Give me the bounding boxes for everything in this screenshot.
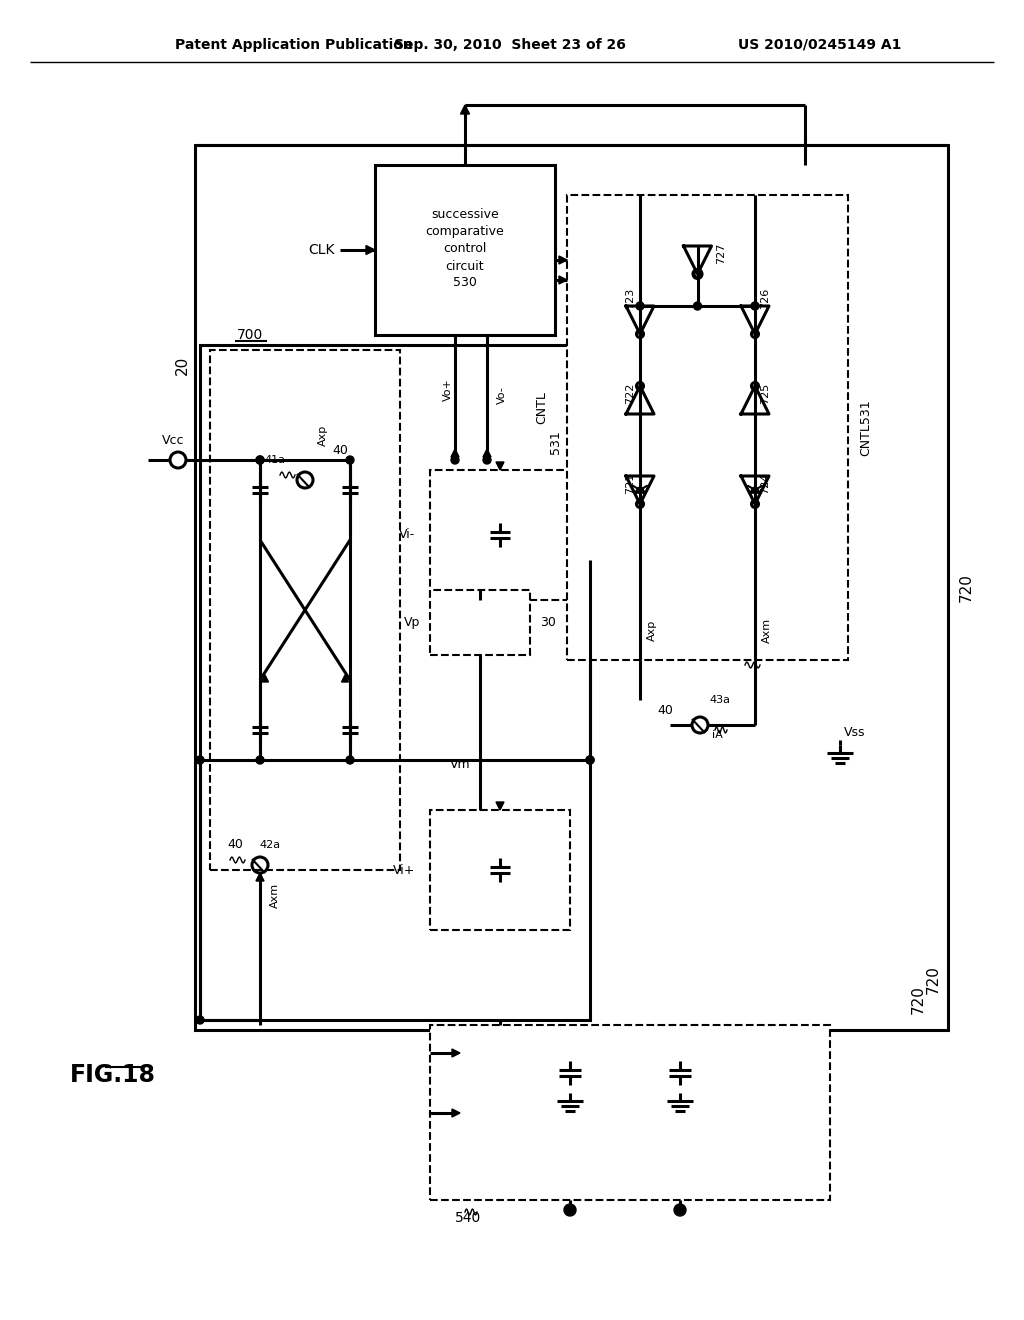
Text: Vm: Vm: [450, 759, 470, 771]
Circle shape: [196, 756, 204, 764]
Text: Sep. 30, 2010  Sheet 23 of 26: Sep. 30, 2010 Sheet 23 of 26: [394, 38, 626, 51]
Text: 723: 723: [625, 288, 635, 309]
Circle shape: [483, 455, 490, 465]
Circle shape: [751, 302, 759, 310]
Text: 720: 720: [910, 986, 926, 1015]
Circle shape: [693, 302, 701, 310]
Circle shape: [256, 455, 264, 465]
Text: Vp: Vp: [403, 616, 420, 630]
Text: 41a: 41a: [264, 455, 286, 465]
Text: CNTL531: CNTL531: [859, 399, 872, 455]
Text: FIG.18: FIG.18: [70, 1063, 156, 1086]
Text: 720: 720: [926, 965, 940, 994]
Text: Axp: Axp: [318, 424, 328, 446]
Bar: [430, 590, 530, 655]
Text: 42a: 42a: [259, 840, 281, 850]
Bar: [375, 165, 555, 335]
Circle shape: [586, 756, 594, 764]
Text: 20: 20: [174, 355, 189, 375]
Text: iA: iA: [712, 730, 723, 741]
Circle shape: [636, 302, 644, 310]
Text: 720: 720: [958, 573, 974, 602]
Circle shape: [256, 455, 264, 465]
Text: 725: 725: [760, 383, 770, 404]
Polygon shape: [496, 462, 504, 470]
Polygon shape: [452, 1109, 460, 1117]
Text: Axp: Axp: [647, 619, 657, 640]
Text: 726: 726: [760, 288, 770, 309]
Text: comparative: comparative: [426, 226, 505, 239]
Text: 30: 30: [540, 616, 556, 630]
Text: Vo+: Vo+: [443, 379, 453, 401]
Text: 722: 722: [625, 383, 635, 404]
Polygon shape: [461, 106, 469, 114]
Polygon shape: [366, 246, 375, 255]
Text: successive: successive: [431, 209, 499, 222]
Text: circuit: circuit: [445, 260, 484, 272]
Polygon shape: [483, 449, 490, 457]
Text: Vi-: Vi-: [398, 528, 415, 541]
Text: 40: 40: [657, 704, 673, 717]
Text: CLK: CLK: [308, 243, 335, 257]
Circle shape: [256, 756, 264, 764]
Text: control: control: [443, 243, 486, 256]
Bar: [430, 1026, 830, 1200]
Text: 727: 727: [717, 243, 726, 264]
Text: CNTL: CNTL: [536, 391, 549, 424]
Text: 40: 40: [227, 838, 243, 851]
Bar: [430, 810, 570, 931]
Text: Axm: Axm: [270, 883, 280, 908]
Polygon shape: [452, 1049, 460, 1057]
Bar: [210, 350, 400, 870]
Text: 530: 530: [453, 276, 477, 289]
Circle shape: [451, 455, 459, 465]
Polygon shape: [451, 449, 459, 457]
Text: Vcc: Vcc: [162, 433, 184, 446]
Circle shape: [346, 455, 354, 465]
Polygon shape: [559, 256, 567, 264]
Text: 531: 531: [549, 430, 561, 454]
Circle shape: [674, 1204, 686, 1216]
Circle shape: [586, 756, 594, 764]
Polygon shape: [261, 675, 268, 682]
Text: Patent Application Publication: Patent Application Publication: [175, 38, 413, 51]
Circle shape: [196, 1016, 204, 1024]
Polygon shape: [496, 803, 504, 810]
Text: Vss: Vss: [844, 726, 865, 739]
Text: US 2010/0245149 A1: US 2010/0245149 A1: [738, 38, 902, 51]
Polygon shape: [341, 675, 348, 682]
Text: Vi+: Vi+: [392, 863, 415, 876]
Bar: [567, 195, 848, 660]
Circle shape: [564, 1204, 575, 1216]
Bar: [200, 345, 590, 1020]
Text: Axm: Axm: [762, 618, 772, 643]
Text: 721: 721: [625, 473, 635, 494]
Text: 40: 40: [332, 444, 348, 457]
Text: Vo-: Vo-: [497, 387, 507, 404]
Text: 43a: 43a: [710, 696, 730, 705]
Polygon shape: [559, 276, 567, 284]
Text: 700: 700: [237, 327, 263, 342]
Circle shape: [346, 756, 354, 764]
Bar: [430, 470, 570, 601]
Text: 540: 540: [455, 1210, 481, 1225]
Text: 724: 724: [760, 473, 770, 494]
Bar: [195, 145, 948, 1030]
Polygon shape: [256, 873, 264, 880]
